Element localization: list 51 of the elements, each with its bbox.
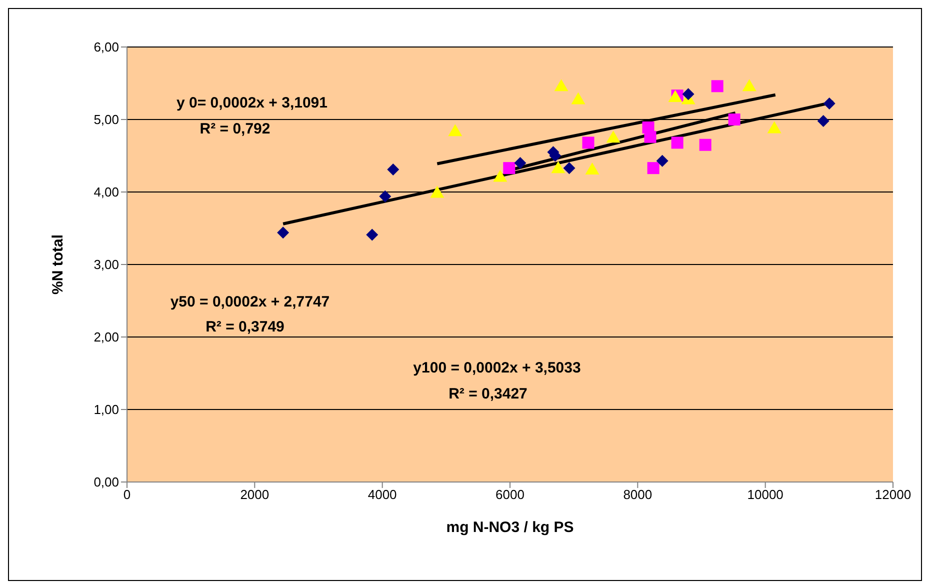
point <box>606 130 620 143</box>
x-tick-label: 2000 <box>240 487 270 502</box>
point <box>671 136 684 149</box>
point <box>582 136 594 149</box>
y-tick-label: 1,00 <box>94 402 119 418</box>
y-axis-title: %N total <box>49 234 66 294</box>
x-tick-label: 10000 <box>747 487 784 502</box>
annotation: R² = 0,3749 <box>206 318 284 336</box>
y-tick-label: 0,00 <box>94 474 119 490</box>
point <box>387 164 400 176</box>
y-tick-label: 5,00 <box>94 112 119 128</box>
point <box>668 90 682 102</box>
point <box>493 170 508 182</box>
y-tick-label: 3,00 <box>94 257 119 272</box>
point <box>551 161 566 174</box>
point <box>742 79 756 92</box>
annotation: y 0= 0,0002x + 3,1091 <box>176 94 328 112</box>
point <box>503 162 516 174</box>
annotation: R² = 0,792 <box>200 120 270 138</box>
annotation: y50 = 0,0002x + 2,7747 <box>170 294 330 310</box>
point <box>571 92 586 104</box>
y-tick-label: 2,00 <box>94 330 119 345</box>
point <box>563 162 576 174</box>
point <box>823 98 836 110</box>
y-tick-label: 6,00 <box>94 40 119 55</box>
point <box>699 138 712 151</box>
point <box>711 80 724 92</box>
x-tick-label: 4000 <box>368 487 397 502</box>
annotation: y100 = 0,0002x + 3,5033 <box>413 360 581 376</box>
point <box>448 124 462 136</box>
point <box>647 162 660 174</box>
point <box>728 114 740 126</box>
annotation: R² = 0,3427 <box>448 386 528 402</box>
point <box>767 121 782 134</box>
x-tick-label: 8000 <box>623 487 652 502</box>
point <box>430 186 444 198</box>
point <box>514 157 526 169</box>
y-tick-label: 4,00 <box>94 184 119 200</box>
point <box>379 190 392 202</box>
point <box>682 88 694 100</box>
point <box>817 114 830 127</box>
x-tick-label: 0 <box>123 487 131 502</box>
point <box>277 226 290 239</box>
point <box>554 79 568 92</box>
x-tick-label: 12000 <box>874 487 912 502</box>
point <box>585 162 600 175</box>
point <box>644 130 656 143</box>
point <box>366 228 378 241</box>
point <box>656 154 668 167</box>
x-tick-label: 6000 <box>496 487 524 502</box>
x-axis-title: mg N-NO3 / kg PS <box>446 519 574 536</box>
